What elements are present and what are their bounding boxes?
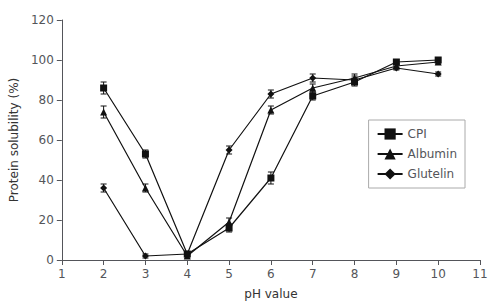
svg-text:100: 100: [31, 53, 54, 67]
svg-text:4: 4: [183, 267, 191, 281]
svg-text:Protein solubility (%): Protein solubility (%): [7, 78, 21, 202]
svg-text:120: 120: [31, 13, 54, 27]
svg-text:1: 1: [58, 267, 66, 281]
svg-text:8: 8: [351, 267, 359, 281]
svg-text:3: 3: [142, 267, 150, 281]
svg-text:11: 11: [472, 267, 487, 281]
svg-text:9: 9: [393, 267, 401, 281]
svg-text:0: 0: [46, 253, 54, 267]
svg-text:20: 20: [39, 213, 54, 227]
svg-text:pH value: pH value: [244, 287, 297, 301]
svg-text:10: 10: [431, 267, 446, 281]
svg-text:2: 2: [100, 267, 108, 281]
svg-text:Glutelin: Glutelin: [408, 167, 455, 181]
svg-text:5: 5: [225, 267, 233, 281]
svg-text:80: 80: [39, 93, 54, 107]
svg-text:40: 40: [39, 173, 54, 187]
svg-text:6: 6: [267, 267, 275, 281]
svg-text:CPI: CPI: [408, 127, 427, 141]
svg-text:60: 60: [39, 133, 54, 147]
svg-text:Albumin: Albumin: [408, 147, 457, 161]
svg-text:7: 7: [309, 267, 317, 281]
